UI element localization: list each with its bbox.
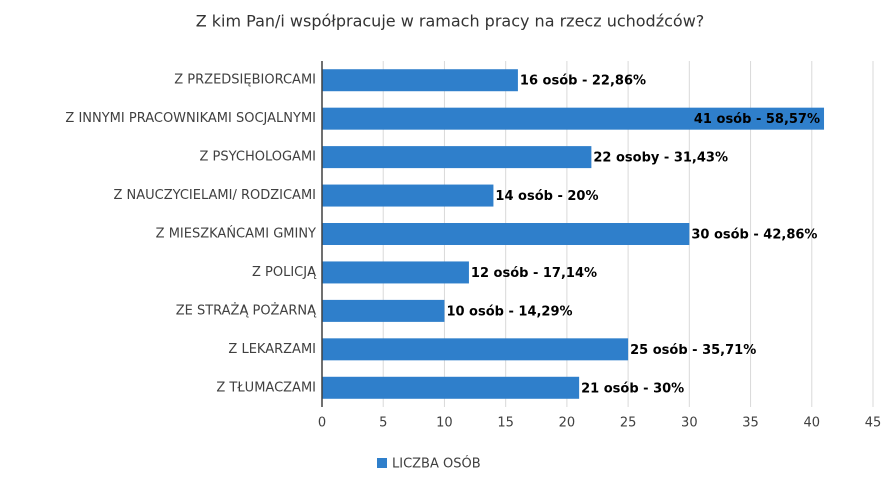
data-label: 22 osoby - 31,43% bbox=[593, 151, 728, 166]
bar bbox=[322, 261, 469, 284]
bar bbox=[322, 184, 494, 207]
bar bbox=[322, 338, 629, 361]
data-label: 21 osób - 30% bbox=[581, 381, 684, 396]
y-tick-label: Z PSYCHOLOGAMI bbox=[200, 150, 316, 165]
x-tick-label: 30 bbox=[681, 416, 698, 431]
x-tick-label: 25 bbox=[620, 416, 637, 431]
y-tick-label: Z TŁUMACZAMI bbox=[216, 380, 316, 395]
y-tick-label: ZE STRAŻĄ POŻARNĄ bbox=[176, 302, 317, 318]
bar bbox=[322, 376, 580, 399]
y-tick-label: Z INNYMI PRACOWNIKAMI SOCJALNYMI bbox=[65, 111, 316, 126]
data-label: 10 osób - 14,29% bbox=[446, 304, 572, 319]
data-label: 12 osób - 17,14% bbox=[471, 266, 597, 281]
data-label: 41 osób - 58,57% bbox=[694, 112, 820, 127]
legend-swatch bbox=[377, 458, 387, 468]
y-tick-label: Z POLICJĄ bbox=[252, 265, 317, 280]
x-tick-label: 10 bbox=[436, 416, 453, 431]
chart-title: Z kim Pan/i współpracuje w ramach pracy … bbox=[196, 12, 705, 31]
x-tick-label: 40 bbox=[804, 416, 821, 431]
x-tick-label: 15 bbox=[497, 416, 514, 431]
bar bbox=[322, 146, 592, 169]
y-tick-label: Z LEKARZAMI bbox=[228, 342, 316, 357]
bar bbox=[322, 299, 445, 322]
legend-label: LICZBA OSÓB bbox=[392, 456, 481, 472]
data-label: 14 osób - 20% bbox=[495, 189, 598, 204]
data-label: 16 osób - 22,86% bbox=[520, 74, 646, 89]
y-tick-label: Z NAUCZYCIELAMI/ RODZICAMI bbox=[113, 188, 316, 203]
bar bbox=[322, 69, 518, 92]
x-tick-label: 20 bbox=[559, 416, 576, 431]
y-tick-label: Z PRZEDSIĘBIORCAMI bbox=[174, 73, 316, 88]
y-tick-label: Z MIESZKAŃCAMI GMINY bbox=[156, 226, 316, 242]
x-tick-label: 0 bbox=[318, 416, 326, 431]
data-label: 30 osób - 42,86% bbox=[691, 228, 817, 243]
x-tick-label: 35 bbox=[742, 416, 759, 431]
data-label: 25 osób - 35,71% bbox=[630, 343, 756, 358]
x-tick-label: 5 bbox=[379, 416, 387, 431]
x-tick-label: 45 bbox=[865, 416, 882, 431]
bar bbox=[322, 107, 825, 130]
bar bbox=[322, 223, 690, 245]
